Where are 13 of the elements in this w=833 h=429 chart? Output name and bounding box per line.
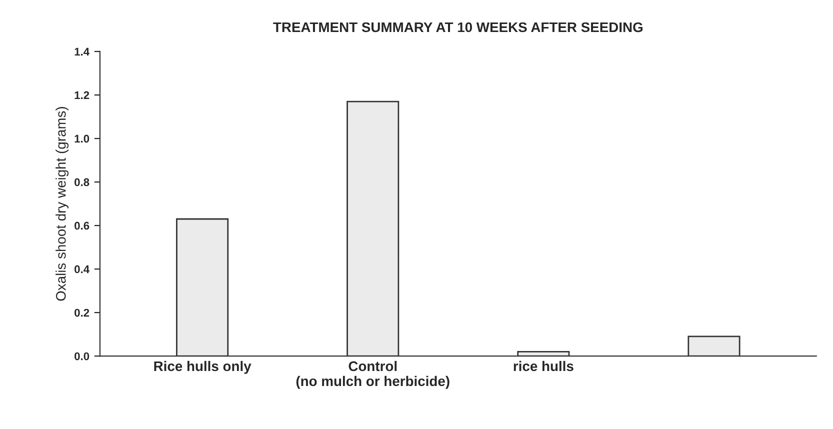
y-tick-label: 1.2 [74, 91, 90, 100]
y-tick-label: 0.6 [74, 222, 90, 230]
x-tick-label: rice hulls [514, 360, 574, 372]
y-tick-label: 0.4 [74, 265, 90, 274]
y-tick-label: 0.2 [74, 308, 90, 317]
y-tick-label: 1.4 [74, 48, 90, 56]
chart-title: TREATMENT SUMMARY AT 10 WEEKS AFTER SEEDING [273, 22, 642, 32]
y-tick-label: 1.0 [74, 134, 90, 143]
x-tick-label: Rice hulls only [154, 360, 252, 374]
y-axis-title: Oxalis shoot dry weight (grams) [56, 106, 69, 301]
y-tick-label: 0.0 [74, 352, 90, 360]
x-tick-label: Control (no mulch or herbicide) [296, 360, 450, 389]
y-tick-label: 0.8 [74, 178, 90, 186]
